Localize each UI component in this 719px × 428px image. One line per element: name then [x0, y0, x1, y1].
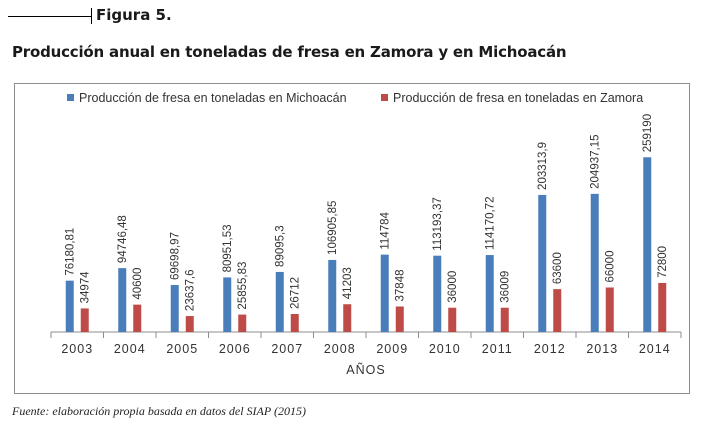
- data-label: 113193,37: [432, 197, 444, 251]
- data-label: 66000: [605, 251, 617, 283]
- bar-michoacan: [65, 280, 74, 332]
- data-label: 76180,81: [65, 228, 77, 276]
- legend-swatch: [381, 94, 388, 101]
- bar-michoacan: [328, 259, 337, 332]
- bar-michoacan: [590, 193, 599, 332]
- chart-frame: Producción de fresa en toneladas en Mich…: [14, 83, 690, 394]
- data-label: 40600: [132, 268, 144, 300]
- data-label: 89095,3: [275, 225, 287, 267]
- bar-zamora: [658, 282, 667, 332]
- bar-zamora: [605, 287, 614, 332]
- bar-zamora: [448, 307, 457, 332]
- x-tick-label: 2014: [639, 342, 671, 356]
- bar-michoacan: [433, 255, 442, 332]
- bar-zamora: [343, 304, 352, 332]
- data-label: 114784: [380, 212, 392, 250]
- bar-michoacan: [643, 157, 652, 332]
- data-label: 106905,85: [327, 201, 339, 255]
- data-label: 23637,6: [185, 269, 197, 311]
- data-label: 259190: [642, 114, 654, 152]
- x-tick-label: 2006: [219, 342, 251, 356]
- data-label: 34974: [80, 271, 92, 304]
- bar-michoacan: [485, 255, 494, 332]
- figure-label: Figura 5.: [96, 6, 172, 24]
- legend-label: Producción de fresa en toneladas en Mich…: [79, 91, 347, 105]
- figure-rule: [8, 16, 92, 17]
- bar-zamora: [500, 307, 509, 332]
- bar-zamora: [395, 306, 404, 332]
- data-label: 203313,9: [537, 142, 549, 190]
- bar-zamora: [553, 289, 562, 332]
- x-tick-label: 2011: [482, 342, 513, 356]
- bar-michoacan: [118, 268, 127, 332]
- data-label: 37848: [395, 270, 407, 302]
- data-label: 114170,72: [485, 197, 497, 251]
- data-label: 204937,15: [590, 134, 602, 188]
- bar-michoacan: [275, 271, 284, 332]
- x-tick-label: 2005: [166, 342, 198, 356]
- data-label: 63600: [552, 252, 564, 284]
- x-tick-label: 2012: [534, 342, 566, 356]
- x-tick-label: 2003: [61, 342, 93, 356]
- data-label: 80951,53: [222, 224, 234, 272]
- legend-swatch: [67, 94, 74, 101]
- x-tick-label: 2010: [429, 342, 461, 356]
- x-tick-label: 2013: [586, 342, 618, 356]
- x-tick-label: 2008: [324, 342, 356, 356]
- bar-zamora: [185, 316, 194, 332]
- bar-michoacan: [380, 254, 389, 332]
- bar-zamora: [133, 304, 142, 332]
- x-axis-title: AÑOS: [346, 363, 385, 377]
- source-note: Fuente: elaboración propia basada en dat…: [12, 404, 306, 418]
- data-label: 69698,97: [170, 232, 182, 280]
- x-tick-label: 2009: [376, 342, 408, 356]
- data-label: 26712: [290, 277, 302, 309]
- bar-zamora: [80, 308, 89, 332]
- data-label: 41203: [342, 267, 354, 299]
- bar-michoacan: [170, 285, 179, 332]
- bar-chart: Producción de fresa en toneladas en Mich…: [50, 91, 682, 377]
- data-label: 36000: [447, 271, 459, 303]
- data-label: 36009: [500, 271, 512, 303]
- data-label: 25855,83: [237, 262, 249, 310]
- figure-rule-tick: [91, 8, 92, 24]
- data-label: 94746,48: [117, 215, 129, 263]
- chart-title: Producción anual en toneladas de fresa e…: [12, 43, 567, 61]
- x-tick-label: 2004: [114, 342, 146, 356]
- legend-label: Producción de fresa en toneladas en Zamo…: [393, 91, 643, 105]
- bar-zamora: [290, 313, 299, 332]
- bar-michoacan: [538, 194, 547, 332]
- bar-zamora: [238, 314, 247, 332]
- x-tick-label: 2007: [271, 342, 303, 356]
- data-label: 72800: [657, 246, 669, 278]
- bar-michoacan: [223, 277, 232, 332]
